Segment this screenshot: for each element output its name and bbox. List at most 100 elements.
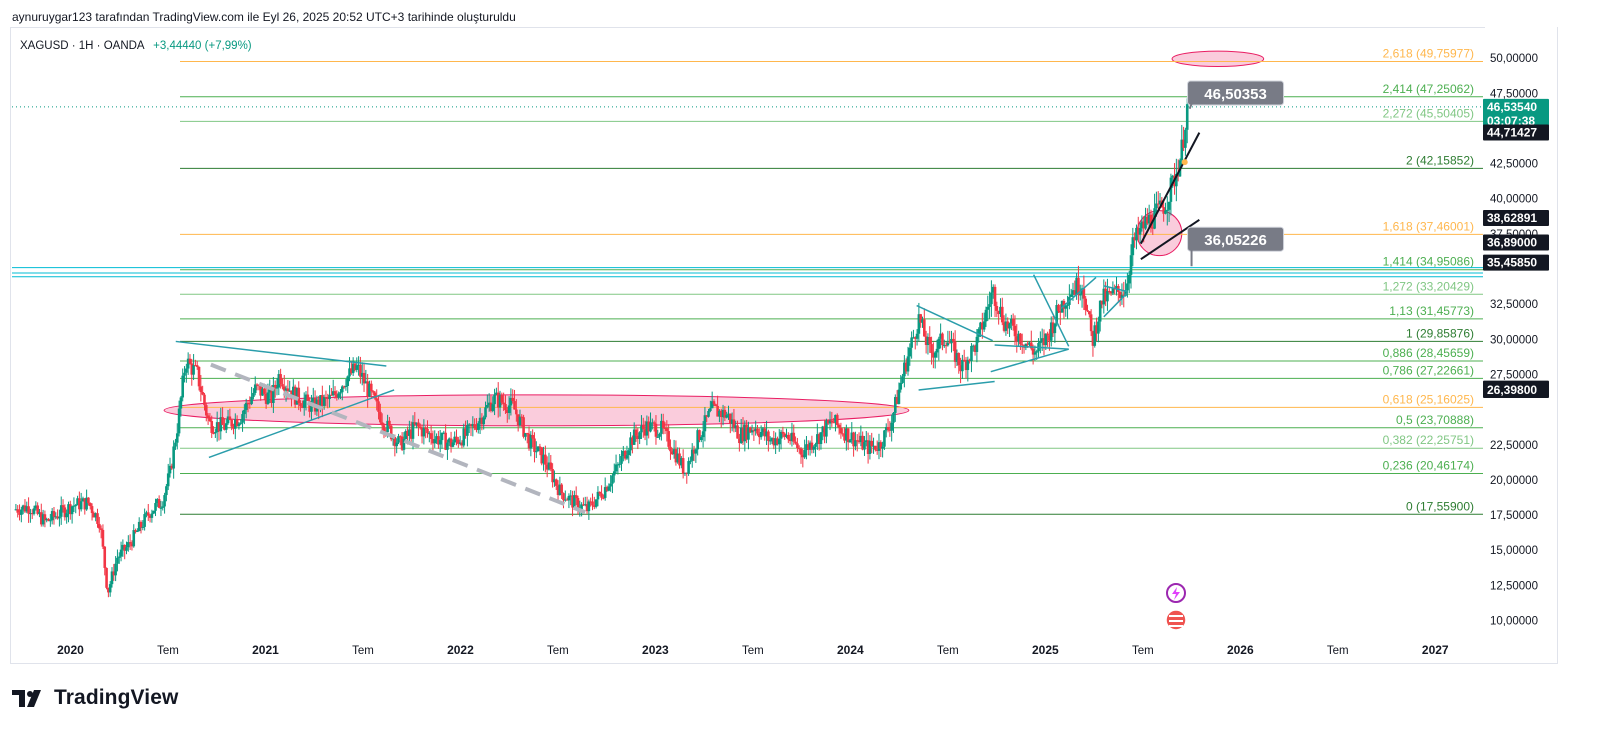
- candle-body: [101, 529, 105, 547]
- dashed-trendline[interactable]: [210, 362, 586, 515]
- fib-level-label: 0,236 (20,46174): [1383, 458, 1474, 472]
- tradingview-logo[interactable]: TradingView: [12, 686, 178, 710]
- price-tick-label: 30,00000: [1490, 334, 1538, 346]
- candle-body: [1135, 227, 1138, 241]
- candle-body: [748, 427, 752, 433]
- candle-body: [409, 429, 413, 439]
- candle-body: [1084, 298, 1087, 311]
- trendline[interactable]: [1140, 218, 1200, 261]
- trendline[interactable]: [994, 344, 1069, 350]
- candle-body: [317, 399, 321, 409]
- candle-body: [658, 433, 661, 437]
- trendline[interactable]: [1103, 292, 1128, 318]
- trendline[interactable]: [208, 389, 395, 459]
- candle-body: [123, 544, 126, 551]
- candle-body: [74, 505, 78, 507]
- candle-body: [1164, 210, 1167, 214]
- candle-body: [137, 521, 141, 532]
- candle-body: [687, 461, 690, 474]
- candle-body: [186, 358, 190, 369]
- candle-body: [165, 486, 168, 496]
- candle-body: [292, 386, 295, 398]
- candle-body: [812, 446, 816, 450]
- tradingview-logo-icon: [12, 690, 41, 707]
- candle-body: [534, 451, 538, 453]
- candle-body: [219, 417, 223, 432]
- candle-body: [810, 442, 814, 450]
- callout-box[interactable]: [1187, 226, 1285, 252]
- candle-body: [1042, 338, 1046, 346]
- candle-body: [181, 375, 185, 398]
- candle-body: [41, 514, 45, 525]
- highlight-zone[interactable]: [1171, 50, 1265, 68]
- candle-body: [745, 424, 748, 440]
- candle-body: [433, 439, 437, 444]
- candle-body: [623, 450, 627, 459]
- candle-body: [830, 420, 834, 423]
- candle-body: [1077, 277, 1080, 296]
- trendline[interactable]: [1032, 274, 1070, 347]
- flag-stripe-icon: [1169, 620, 1183, 622]
- trendline[interactable]: [1103, 285, 1128, 293]
- candle-body: [121, 544, 125, 550]
- candle-body: [589, 501, 592, 503]
- candle-body: [393, 436, 397, 447]
- candle-body: [935, 348, 939, 353]
- candle-body: [923, 319, 926, 337]
- candle-body: [739, 427, 743, 444]
- candle-body: [562, 493, 565, 501]
- candle-body: [333, 391, 337, 395]
- candle-body: [94, 513, 97, 518]
- candle-body: [426, 428, 429, 434]
- price-tag-box: [1483, 98, 1549, 129]
- candle-body: [995, 306, 999, 311]
- trendline[interactable]: [175, 340, 387, 367]
- candle-body: [937, 338, 941, 349]
- trendline[interactable]: [916, 304, 994, 342]
- candle-body: [984, 309, 988, 322]
- candle-body: [986, 306, 990, 310]
- candle-body: [417, 422, 420, 427]
- candle-body: [388, 420, 391, 426]
- candle-body: [611, 475, 614, 484]
- callout-box[interactable]: [1187, 80, 1285, 106]
- candle-body: [172, 446, 175, 469]
- trendline[interactable]: [1139, 132, 1201, 245]
- candle-body: [467, 424, 471, 426]
- candle-body: [98, 523, 101, 529]
- candle-body: [946, 342, 950, 346]
- candle-body: [105, 567, 108, 588]
- candle-body: [571, 495, 574, 508]
- candle-body: [163, 495, 166, 507]
- trendline[interactable]: [990, 348, 1069, 373]
- candle-body: [14, 509, 18, 511]
- candle-body: [602, 497, 605, 499]
- candle-body: [1082, 288, 1086, 299]
- candle-body: [355, 365, 359, 370]
- candle-body: [457, 439, 460, 444]
- candle-body: [875, 449, 879, 451]
- candle-body: [208, 418, 212, 422]
- candle-body: [87, 497, 90, 503]
- time-tick-label: Tem: [1327, 645, 1349, 657]
- candle-body: [1102, 288, 1106, 305]
- highlight-zone[interactable]: [163, 394, 910, 427]
- candle-body: [970, 345, 973, 362]
- candle-body: [179, 397, 183, 409]
- candle-body: [431, 438, 435, 444]
- candle-body: [877, 442, 881, 451]
- time-tick-label: 2027: [1422, 643, 1449, 657]
- candle-body: [756, 428, 759, 434]
- candle-body: [1059, 310, 1062, 313]
- trendline[interactable]: [1060, 276, 1097, 309]
- candle-body: [16, 509, 20, 513]
- candle-body: [957, 353, 961, 366]
- candle-body: [25, 506, 29, 512]
- candle-body: [373, 392, 377, 399]
- trendline[interactable]: [918, 380, 995, 391]
- candle-body: [335, 394, 339, 398]
- candle-body: [874, 445, 877, 450]
- candle-body: [837, 424, 841, 428]
- candle-body: [895, 397, 899, 404]
